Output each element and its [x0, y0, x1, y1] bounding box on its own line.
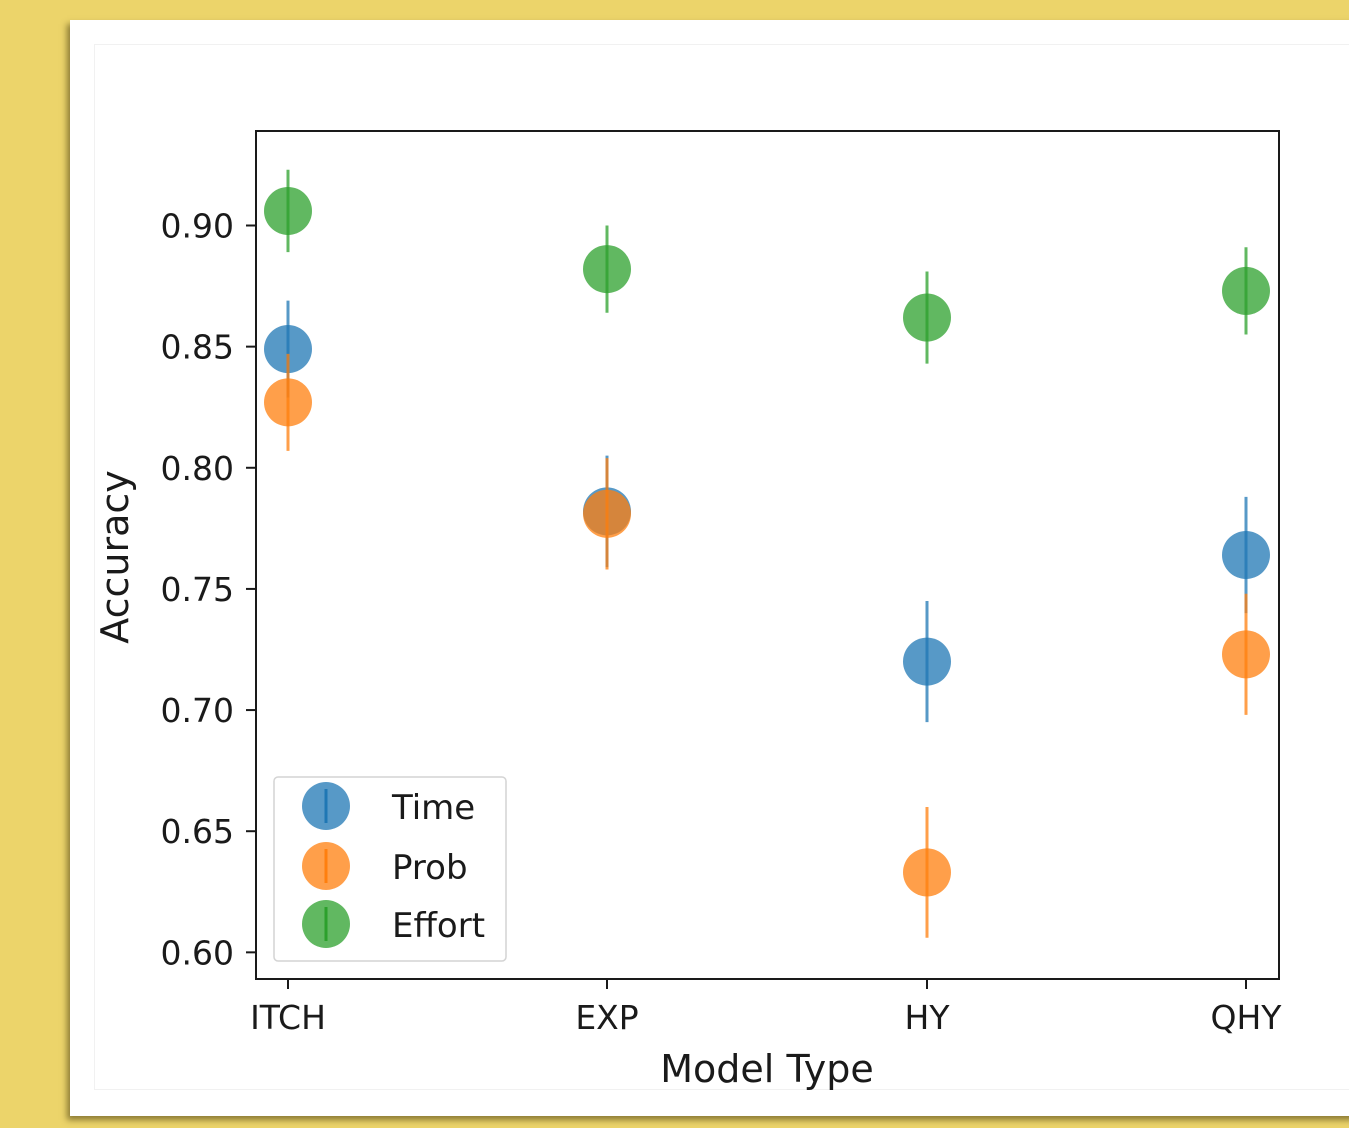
y-tick-label: 0.70 [161, 691, 234, 730]
y-axis-label: Accuracy [93, 470, 137, 644]
y-axis: 0.60 0.65 0.70 0.75 0.80 0.85 0.90 [161, 206, 256, 972]
x-axis-label: Model Type [660, 1047, 873, 1091]
y-tick-label: 0.75 [161, 570, 234, 609]
x-tick-label: QHY [1211, 998, 1283, 1037]
x-tick-label: HY [905, 998, 951, 1037]
effort-point [264, 186, 312, 235]
y-tick-label: 0.85 [161, 328, 234, 367]
x-tick-label: EXP [575, 998, 638, 1037]
time-point [1222, 531, 1270, 579]
plot-frame [255, 130, 1280, 980]
prob-point [583, 489, 631, 538]
time-point [264, 325, 312, 374]
legend: Time Prob Effort [273, 776, 507, 962]
y-tick-label: 0.60 [161, 933, 234, 972]
y-tick-label: 0.90 [161, 206, 234, 245]
prob-point [1222, 630, 1270, 679]
x-tick-label: ITCH [250, 998, 326, 1037]
prob-point [264, 378, 312, 427]
effort-point [583, 245, 631, 294]
effort-point [1222, 266, 1270, 315]
time-point [903, 637, 951, 686]
figure-canvas [94, 44, 1349, 1090]
x-axis: ITCH EXP HY QHY [250, 979, 1282, 1037]
legend-label-time: Time [391, 788, 475, 828]
legend-label-effort: Effort [392, 906, 485, 946]
effort-point [903, 293, 951, 342]
legend-label-prob: Prob [392, 848, 468, 888]
prob-point [903, 848, 951, 897]
data-marks [264, 169, 1270, 938]
y-tick-label: 0.65 [161, 812, 234, 851]
y-tick-label: 0.80 [161, 449, 234, 488]
